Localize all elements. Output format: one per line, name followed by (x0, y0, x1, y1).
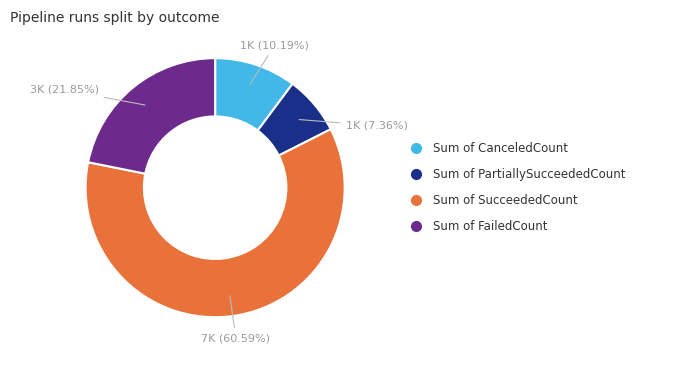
Text: 3K (21.85%): 3K (21.85%) (30, 85, 145, 105)
Legend: Sum of CanceledCount, Sum of PartiallySucceededCount, Sum of SucceededCount, Sum: Sum of CanceledCount, Sum of PartiallySu… (399, 138, 631, 238)
Text: 1K (10.19%): 1K (10.19%) (240, 40, 309, 85)
Wedge shape (257, 84, 331, 156)
Wedge shape (215, 58, 293, 131)
Text: Pipeline runs split by outcome: Pipeline runs split by outcome (10, 11, 220, 25)
Text: 7K (60.59%): 7K (60.59%) (201, 296, 271, 343)
Wedge shape (88, 58, 215, 174)
Text: 1K (7.36%): 1K (7.36%) (299, 120, 407, 131)
Wedge shape (85, 129, 345, 317)
